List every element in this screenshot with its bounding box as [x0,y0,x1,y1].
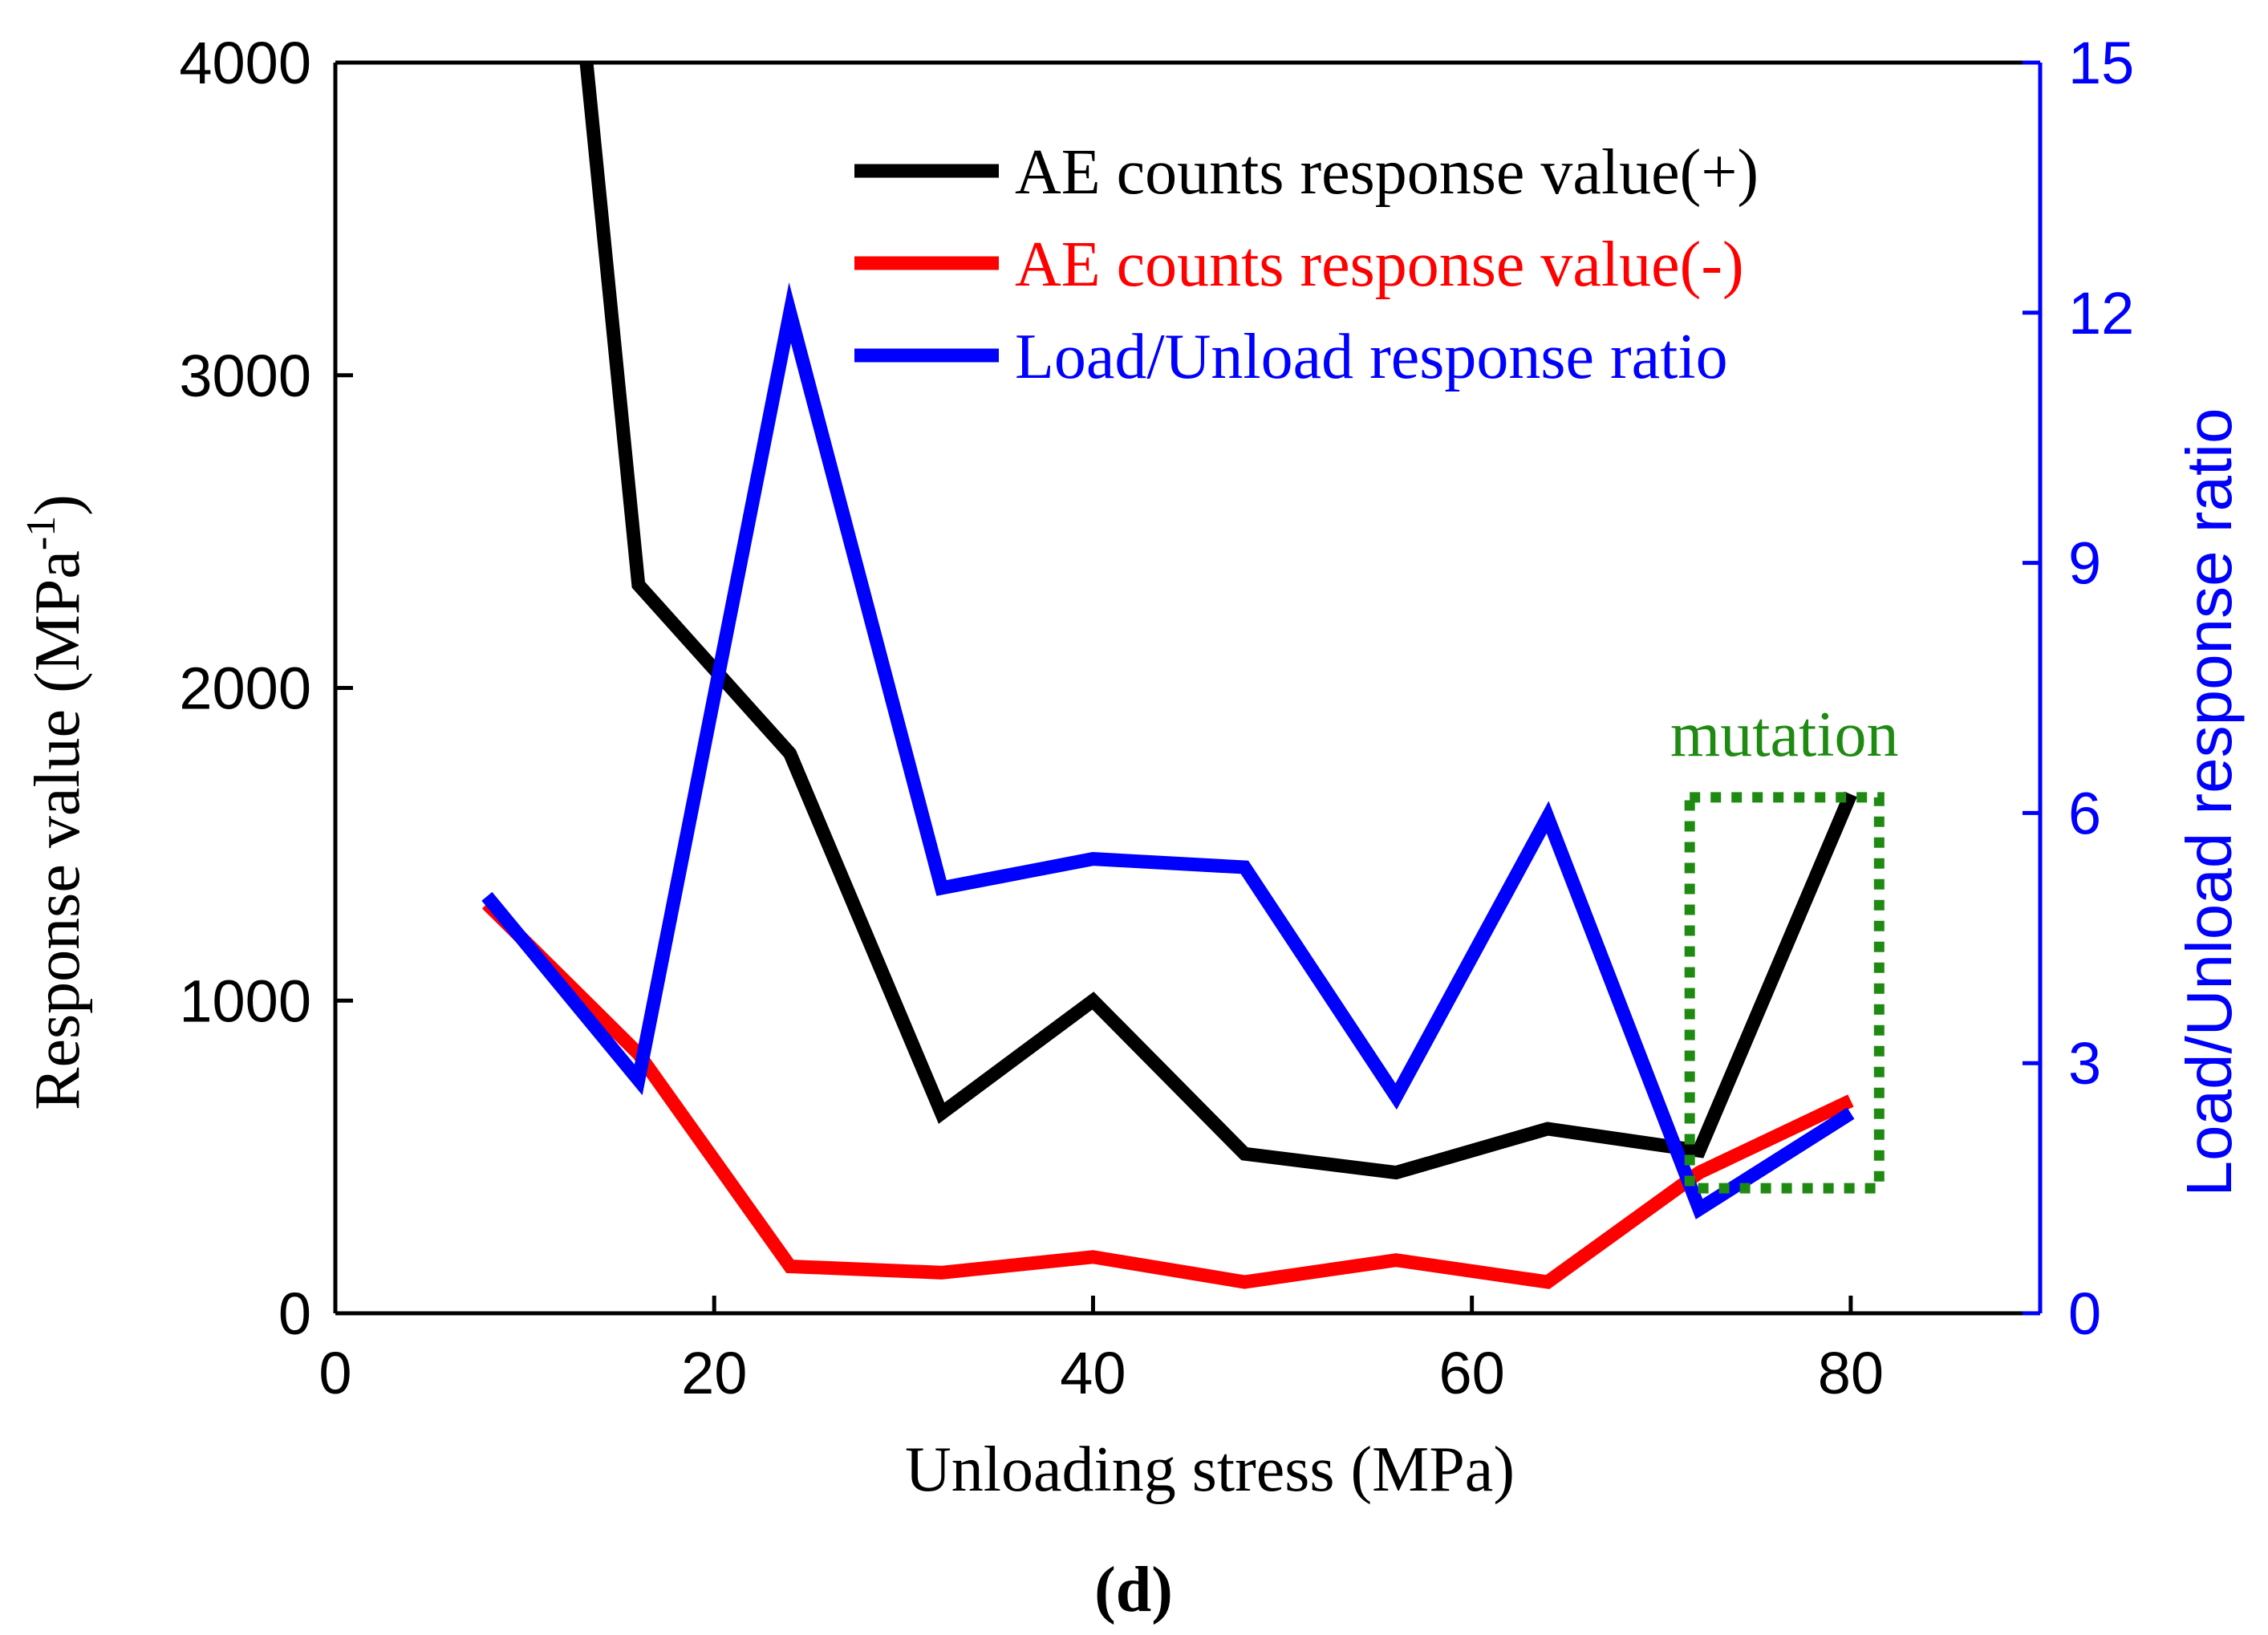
y-right-tick-label-1: 3 [2068,1030,2101,1097]
x-axis-label: Unloading stress (MPa) [905,1434,1515,1505]
x-tick-label-4: 80 [1818,1340,1884,1406]
series-line-3 [481,282,1855,1219]
x-tick-label-0: 0 [318,1340,351,1406]
y-right-tick-label-2: 6 [2068,780,2101,846]
legend-label-1: AE counts response value(+) [1015,137,1759,208]
legend: AE counts response value(+) AE counts res… [854,137,1759,392]
y-right-tick-label-4: 12 [2068,280,2134,347]
y-left-tick-label-2: 2000 [179,655,311,722]
series-layer [481,63,1857,1289]
x-tick-label-3: 60 [1439,1340,1505,1406]
panel-label: (d) [1094,1555,1173,1625]
y-right-tick-label-5: 15 [2068,30,2134,96]
series-line-2 [481,899,1854,1289]
x-tick-label-2: 40 [1060,1340,1126,1406]
legend-label-2: AE counts response value(-) [1015,229,1744,300]
y-right-tick-label-0: 0 [2068,1280,2101,1347]
y-left-tick-label-0: 0 [278,1280,311,1347]
y-left-tick-label-4: 4000 [179,30,311,96]
mutation-box [1684,792,1885,1194]
y-axis-left-label: Response value (MPa-1) [18,494,93,1110]
y-axis-left-label-sup: -1 [18,516,64,550]
y-left-tick-label-1: 1000 [179,968,311,1034]
y-left-tick-label-3: 3000 [179,343,311,409]
x-tick-label-1: 20 [681,1340,747,1406]
ticks-layer: 0 20 40 60 80 0 1000 2000 3000 4000 0 3 6 9 12 15 [179,30,2134,1406]
y-axis-left-label-close: ) [22,494,93,516]
y-axis-left-label-main: Response value (MPa [22,550,93,1110]
legend-label-3: Load/Unload response ratio [1015,322,1728,392]
mutation-label: mutation [1670,700,1898,770]
y-axis-right-label: Load/Unload response ratio [2173,408,2245,1197]
annotation-layer: mutation [1670,700,1898,1194]
y-right-tick-label-3: 9 [2068,530,2101,597]
